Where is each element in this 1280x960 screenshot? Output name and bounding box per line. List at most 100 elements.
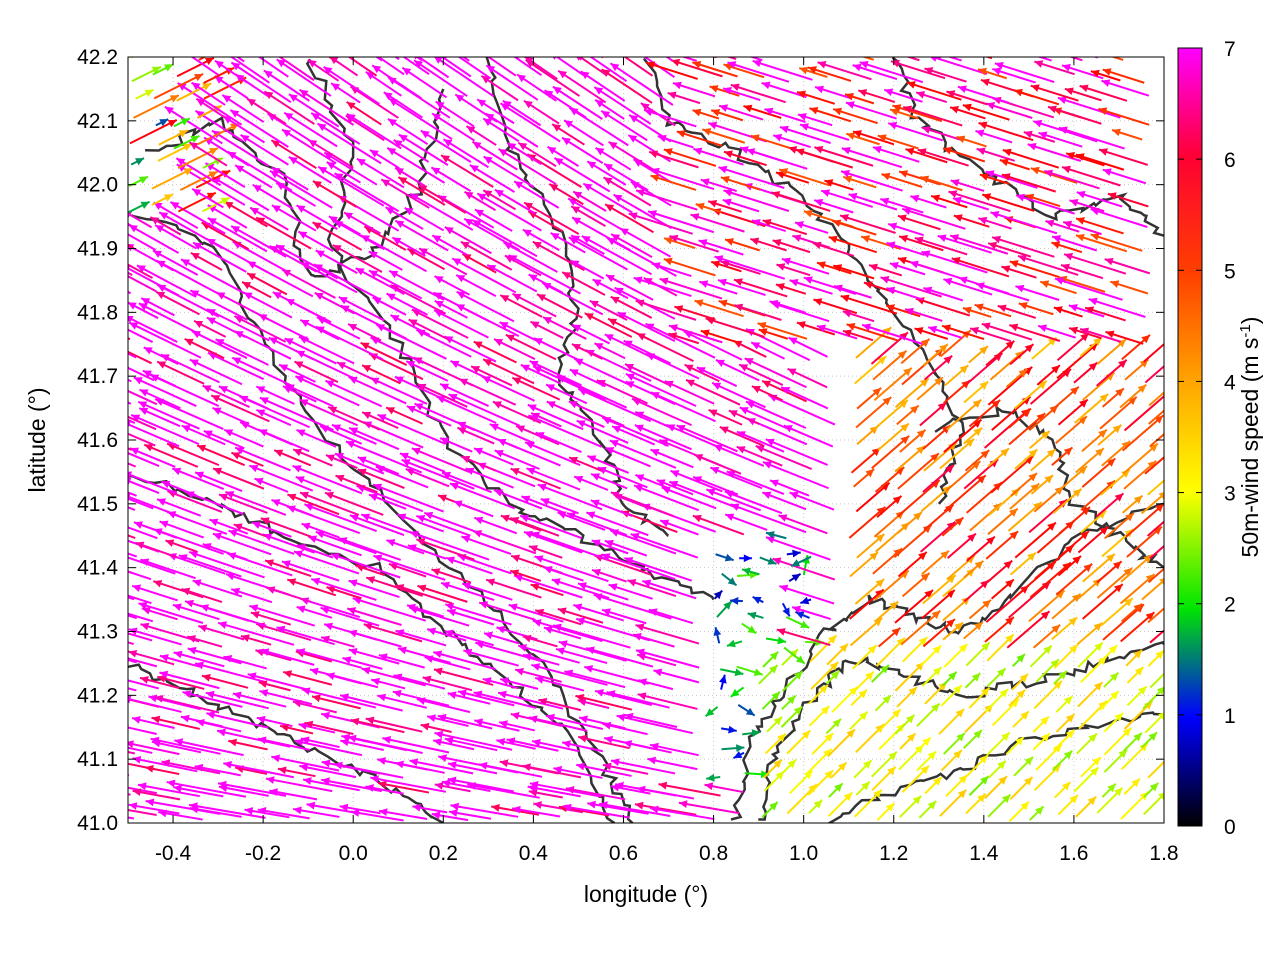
wind-arrow-head <box>771 191 781 199</box>
wind-arrow-shaft <box>733 304 782 321</box>
wind-arrow-head <box>128 649 138 658</box>
wind-arrow-shaft <box>128 366 155 382</box>
wind-arrow-head <box>900 435 910 445</box>
wind-arrow-shaft <box>178 554 242 578</box>
wind-arrow-shaft <box>513 574 583 599</box>
wind-arrow-head <box>797 113 807 121</box>
wind-arrow-shaft <box>799 123 850 141</box>
x-axis-title: longitude (°) <box>584 881 708 907</box>
wind-arrow-shaft <box>917 148 969 167</box>
wind-arrow-shaft <box>262 533 315 554</box>
wind-arrow-head <box>1052 235 1062 243</box>
wind-arrow-head <box>137 782 147 791</box>
colorbar-tick-label: 7 <box>1224 38 1236 61</box>
wind-arrow-head <box>893 548 903 557</box>
wind-arrow-head <box>349 514 359 522</box>
wind-arrow-shaft <box>1014 521 1057 559</box>
wind-arrow-shaft <box>1148 391 1164 407</box>
wind-arrow-head <box>107 606 116 613</box>
wind-arrow-head <box>432 113 442 122</box>
wind-arrow-head <box>554 157 564 166</box>
wind-arrow-shaft <box>399 452 446 473</box>
wind-arrow-shaft <box>897 479 941 518</box>
wind-arrow-head <box>772 41 781 48</box>
wind-arrow-shaft <box>128 658 137 664</box>
wind-arrow-head <box>1163 603 1164 605</box>
wind-arrow-head <box>910 194 920 203</box>
wind-arrow-head <box>612 425 622 434</box>
wind-arrow-head <box>399 452 409 461</box>
wind-arrow-head <box>164 64 174 72</box>
wind-arrow-head <box>843 175 853 184</box>
wind-arrow-head <box>875 533 885 543</box>
wind-arrow-head <box>1023 777 1033 786</box>
wind-arrow-head <box>296 205 306 213</box>
wind-arrow-shaft <box>315 325 384 361</box>
wind-arrow-shaft <box>433 651 496 671</box>
wind-arrow-head <box>558 640 568 648</box>
wind-arrow-shaft <box>817 61 872 81</box>
wind-arrow-shaft <box>581 235 652 276</box>
wind-arrow-head <box>884 88 894 96</box>
wind-arrow-head <box>526 467 536 475</box>
wind-arrow-shaft <box>365 576 424 597</box>
wind-arrow-head <box>231 587 241 596</box>
wind-arrow-head <box>453 500 463 508</box>
wind-arrow-head <box>413 35 422 43</box>
wind-arrow-head <box>293 448 303 457</box>
wind-arrow-shaft <box>645 61 698 80</box>
wind-arrow-head <box>444 736 454 745</box>
wind-arrow-head <box>1034 60 1044 68</box>
wind-arrow-shaft <box>607 22 653 54</box>
wind-arrow-shaft <box>128 233 157 251</box>
wind-arrow-head <box>527 404 537 412</box>
wind-arrow-shaft <box>218 493 268 514</box>
wind-arrow-shaft <box>668 324 723 344</box>
wind-arrow-head <box>924 67 934 75</box>
wind-arrow-shaft <box>173 651 225 668</box>
x-tick-label: 1.8 <box>1149 842 1178 865</box>
wind-arrow-head <box>942 324 952 333</box>
wind-arrow-shaft <box>255 623 312 642</box>
wind-arrow-head <box>269 788 278 796</box>
wind-arrow-head <box>424 511 434 520</box>
wind-arrow-head <box>457 689 467 698</box>
wind-arrow-head <box>1001 794 1011 804</box>
wind-arrow-head <box>346 101 356 110</box>
wind-arrow-shaft <box>205 691 269 710</box>
wind-arrow-shaft <box>128 596 135 601</box>
wind-arrow-shaft <box>414 402 476 432</box>
wind-arrow-head <box>723 601 732 610</box>
wind-arrow-head <box>532 241 542 250</box>
wind-arrow-head <box>648 608 658 616</box>
wind-arrow-shaft <box>128 632 153 642</box>
wind-arrow-head <box>388 562 398 571</box>
wind-arrow-shaft <box>1092 57 1098 59</box>
wind-arrow-head <box>1066 152 1076 160</box>
wind-arrow-shaft <box>257 737 310 751</box>
wind-arrow-shaft <box>627 579 677 597</box>
wind-arrow-head <box>180 714 190 723</box>
wind-arrow-head <box>448 393 458 402</box>
wind-arrow-head <box>745 707 755 716</box>
wind-arrow-head <box>1093 682 1103 691</box>
wind-arrow-shaft <box>443 335 497 363</box>
wind-arrow-head <box>724 553 734 562</box>
wind-arrow-head <box>1072 488 1082 498</box>
wind-arrow-head <box>916 429 926 439</box>
wind-arrow-head <box>1036 413 1046 422</box>
wind-arrow-shaft <box>212 532 272 556</box>
wind-arrow-shaft <box>730 83 786 104</box>
wind-arrow-head <box>1090 69 1100 78</box>
wind-arrow-head <box>470 44 479 52</box>
wind-arrow-head <box>575 693 585 702</box>
wind-arrow-head <box>900 423 909 432</box>
wind-arrow-head <box>1093 622 1103 632</box>
wind-arrow-head <box>946 619 955 628</box>
wind-arrow-shaft <box>348 630 402 648</box>
wind-arrow-shaft <box>690 213 745 233</box>
wind-arrow-shaft <box>216 729 291 748</box>
wind-arrow-head <box>946 90 956 98</box>
wind-arrow-shaft <box>159 671 220 690</box>
wind-arrow-shaft <box>444 737 498 752</box>
